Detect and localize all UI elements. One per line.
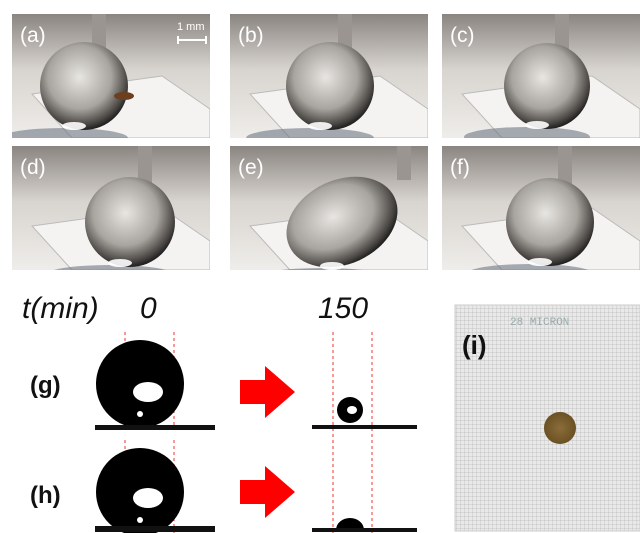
stain: [114, 92, 134, 100]
droplet: [506, 178, 594, 266]
photo: (f): [442, 146, 640, 284]
photo: (e): [230, 146, 428, 288]
glint: [108, 259, 132, 267]
glint: [62, 122, 86, 130]
glint: [528, 258, 552, 266]
shadow: [254, 268, 390, 288]
row-label: (h): [30, 482, 61, 509]
panel-label: (d): [20, 156, 46, 179]
needle: [397, 146, 411, 180]
photo: (b): [230, 14, 428, 148]
time-label: t(min): [22, 292, 99, 325]
stamp: 28 MICRON: [510, 317, 569, 329]
photo: (a): [0, 14, 210, 148]
scale-bar-label: 1 mm: [177, 21, 205, 33]
droplet: [504, 43, 590, 129]
drops: [95, 332, 417, 533]
shadow: [0, 128, 128, 148]
needle: [558, 146, 572, 184]
panel-label: (c): [450, 24, 475, 47]
glint: [308, 122, 332, 130]
panel-label: (a): [20, 24, 46, 47]
panel-i: 28 MICRON (i): [455, 305, 640, 531]
time-start: 0: [140, 292, 157, 325]
needle: [138, 146, 152, 183]
needle: [92, 14, 106, 48]
figure: (a) (b) (c) (d) (e) (f) 1 mm t(min) 0 150 (g)…: [0, 0, 640, 533]
needle: [555, 14, 569, 49]
droplet: [286, 42, 374, 130]
droplet: [40, 42, 128, 130]
shadow: [466, 264, 594, 284]
row-label: (g): [30, 372, 61, 399]
glint: [320, 262, 344, 270]
shadow: [45, 265, 175, 285]
photo: (d): [12, 146, 210, 285]
panel-label: (e): [238, 156, 264, 179]
needle: [338, 14, 352, 48]
droplet: [85, 177, 175, 267]
panel-label: (f): [450, 156, 470, 179]
shadow: [246, 128, 374, 148]
shadow: [464, 127, 590, 147]
time-end: 150: [318, 292, 368, 325]
photo: (c): [442, 14, 640, 147]
glint: [525, 121, 549, 129]
panel-label: (i): [462, 330, 487, 360]
panel-label: (b): [238, 24, 264, 47]
